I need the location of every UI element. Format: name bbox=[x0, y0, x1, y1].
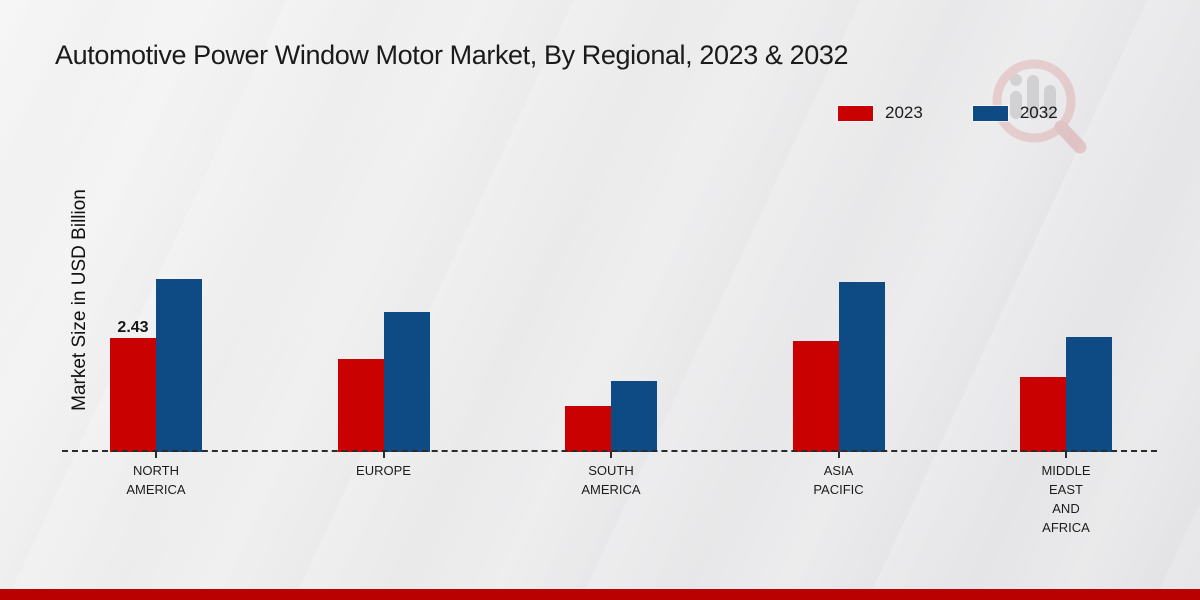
bar-2023-south-america bbox=[565, 406, 611, 452]
y-axis-label: Market Size in USD Billion bbox=[68, 189, 90, 411]
category-label-line: NORTH bbox=[133, 463, 179, 478]
category-label-middle-east-and-africa: MIDDLE EAST AND AFRICA bbox=[996, 461, 1136, 537]
category-label-line: EAST bbox=[1049, 482, 1083, 497]
category-label-line: AMERICA bbox=[126, 482, 186, 497]
category-label-line: MIDDLE bbox=[1041, 463, 1091, 478]
bar-2023-europe bbox=[337, 359, 384, 452]
bar-value-label-2023-north-america: 2.43 bbox=[117, 319, 149, 336]
bar-2032-middle-east-and-africa bbox=[1066, 337, 1112, 452]
category-label-line: AFRICA bbox=[1042, 520, 1090, 535]
axis-tick-europe bbox=[382, 452, 385, 458]
legend-swatch-2023 bbox=[838, 105, 873, 121]
axis-tick-middle-east-and-africa bbox=[1065, 452, 1067, 458]
axis-tick-north-america bbox=[155, 452, 157, 458]
legend-swatch-2032 bbox=[972, 105, 1008, 121]
legend-item-2023: 2023 bbox=[838, 103, 923, 123]
footer-accent-bar bbox=[0, 589, 1200, 600]
category-label-europe: EUROPE bbox=[314, 461, 454, 480]
bar-2032-europe bbox=[383, 312, 430, 452]
logo-magnifier-handle bbox=[1054, 120, 1087, 154]
category-label-south-america: SOUTH AMERICA bbox=[541, 461, 681, 499]
bar-2032-north-america bbox=[156, 279, 202, 452]
axis-tick-asia-pacific bbox=[837, 452, 840, 458]
legend-item-2032: 2032 bbox=[972, 103, 1058, 123]
category-label-line: EUROPE bbox=[356, 463, 411, 478]
category-label-north-america: NORTH AMERICA bbox=[86, 461, 226, 499]
bar-2023-asia-pacific bbox=[792, 341, 839, 452]
category-label-line: ASIA bbox=[823, 463, 854, 478]
logo-bar-dot bbox=[1010, 74, 1022, 86]
category-label-line: PACIFIC bbox=[813, 482, 864, 497]
legend-label-2032: 2032 bbox=[1019, 103, 1058, 122]
logo-magnifier-ring bbox=[992, 59, 1076, 143]
category-label-line: SOUTH bbox=[588, 463, 634, 478]
axis-tick-south-america bbox=[610, 452, 612, 458]
category-label-line: AND bbox=[1052, 501, 1080, 516]
legend: 2023 2032 bbox=[838, 103, 1094, 123]
bar-2023-middle-east-and-africa bbox=[1020, 377, 1066, 452]
legend-label-2023: 2023 bbox=[885, 103, 923, 122]
chart-title: Automotive Power Window Motor Market, By… bbox=[55, 40, 849, 70]
category-label-line: AMERICA bbox=[581, 482, 641, 497]
x-axis-baseline bbox=[62, 450, 1157, 452]
bar-2032-asia-pacific bbox=[838, 282, 885, 452]
bar-2023-north-america bbox=[110, 338, 156, 452]
bar-2032-south-america bbox=[611, 381, 657, 452]
category-label-asia-pacific: ASIA PACIFIC bbox=[769, 461, 909, 499]
